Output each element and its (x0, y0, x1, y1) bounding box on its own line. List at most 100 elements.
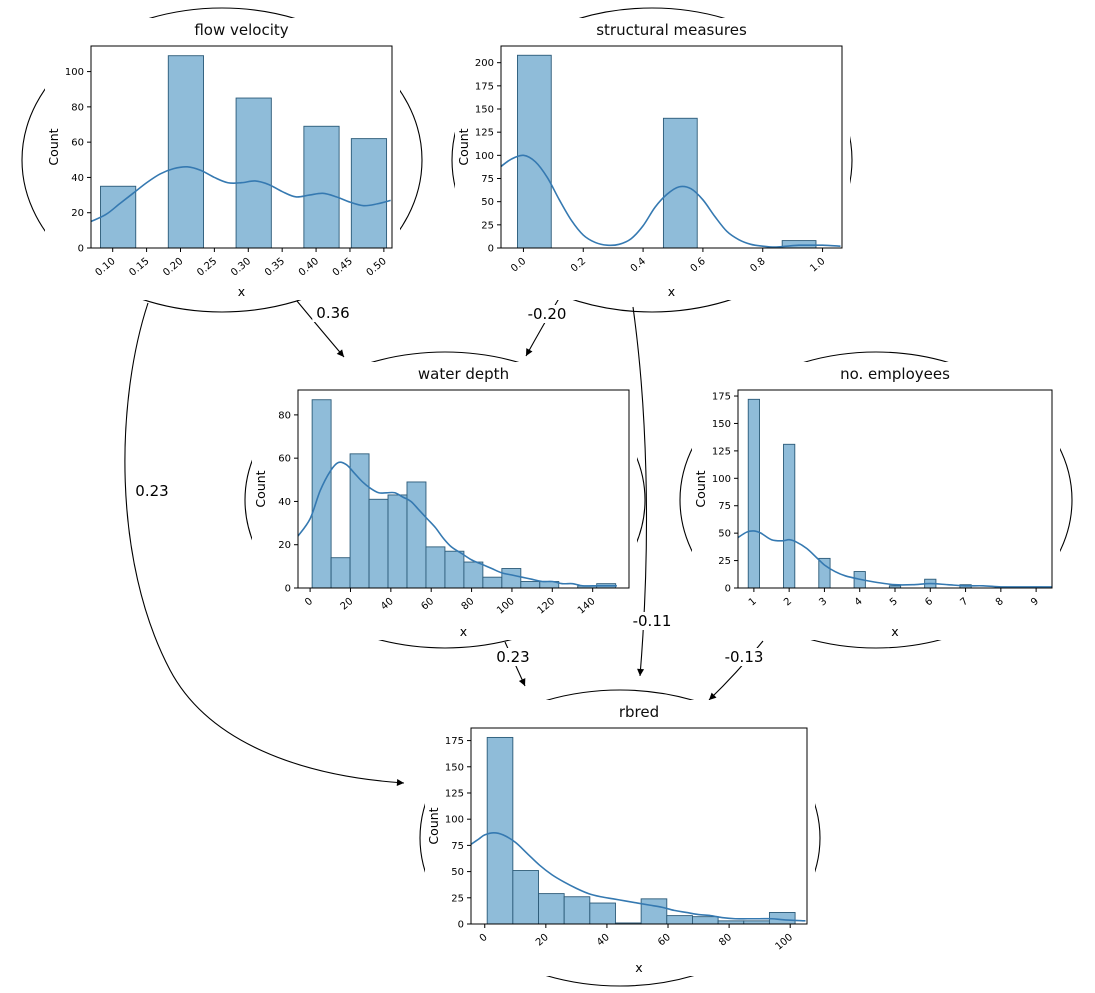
svg-text:100: 100 (475, 151, 494, 162)
svg-text:125: 125 (445, 788, 464, 799)
svg-text:0.25: 0.25 (195, 256, 219, 279)
svg-text:40: 40 (379, 596, 396, 613)
svg-text:120: 120 (536, 596, 558, 617)
svg-text:x: x (668, 284, 675, 299)
svg-text:140: 140 (576, 596, 598, 617)
node-flow-velocity: flow velocity 0.10 0.15 0.20 0.25 0.30 0.35 0.… (45, 18, 400, 300)
svg-text:0: 0 (303, 596, 315, 609)
svg-text:200: 200 (475, 58, 494, 69)
edge-structural-measures-to-water-depth (525, 294, 562, 357)
svg-text:4: 4 (853, 596, 865, 609)
svg-text:25: 25 (481, 220, 494, 231)
svg-text:25: 25 (718, 556, 731, 567)
histogram-no-employees: 1 2 3 4 5 6 7 8 9 0 25 50 75 100 125 150 175 x Count (693, 389, 1053, 639)
svg-text:20: 20 (339, 596, 356, 613)
svg-text:50: 50 (718, 529, 731, 540)
svg-text:80: 80 (460, 596, 477, 613)
svg-text:175: 175 (475, 81, 494, 92)
svg-text:0: 0 (458, 920, 464, 931)
svg-text:Count: Count (253, 470, 268, 507)
chart-title-no-employees: no. employees (840, 365, 950, 383)
svg-text:125: 125 (475, 128, 494, 139)
node-ellipse-no-employees (679, 351, 1073, 649)
svg-text:0: 0 (285, 584, 291, 595)
svg-text:2: 2 (782, 596, 794, 609)
svg-text:175: 175 (712, 392, 731, 403)
svg-text:0.10: 0.10 (93, 256, 117, 279)
svg-text:40: 40 (278, 497, 291, 508)
svg-text:0: 0 (725, 584, 731, 595)
svg-text:20: 20 (278, 540, 291, 551)
node-structural-measures: structural measures 0.0 0.2 0.4 0.6 0.8 1.0 0 2… (455, 18, 850, 300)
svg-text:150: 150 (712, 419, 731, 430)
edge-weight-water-depth-rbred: 0.23 (492, 648, 534, 666)
histogram-flow-velocity: 0.10 0.15 0.20 0.25 0.30 0.35 0.40 0.45 0.50 0 20 4… (46, 45, 393, 299)
svg-text:100: 100 (712, 474, 731, 485)
svg-text:0.50: 0.50 (365, 256, 389, 279)
svg-text:0.20: 0.20 (161, 256, 185, 279)
svg-text:100: 100 (65, 67, 84, 78)
svg-text:9: 9 (1029, 596, 1041, 609)
histogram-water-depth: 0 20 40 60 80 100 120 140 0 20 40 60 80 x Count (253, 389, 630, 639)
svg-text:0.45: 0.45 (331, 256, 355, 279)
svg-text:80: 80 (717, 932, 734, 949)
svg-text:x: x (238, 284, 245, 299)
svg-text:50: 50 (451, 867, 464, 878)
svg-text:150: 150 (445, 762, 464, 773)
svg-text:40: 40 (595, 932, 612, 949)
svg-text:0.35: 0.35 (263, 256, 287, 279)
svg-text:60: 60 (656, 932, 673, 949)
svg-text:100: 100 (445, 815, 464, 826)
svg-text:0.40: 0.40 (297, 256, 321, 279)
svg-text:x: x (891, 624, 898, 639)
svg-text:0.6: 0.6 (689, 256, 708, 275)
histogram-rbred: 0 20 40 60 80 100 0 25 50 75 100 125 150 175 x Count (426, 727, 808, 975)
svg-text:75: 75 (718, 501, 731, 512)
svg-text:0.8: 0.8 (748, 256, 767, 275)
svg-text:75: 75 (451, 841, 464, 852)
svg-text:Count: Count (426, 807, 441, 844)
svg-text:5: 5 (888, 596, 900, 609)
svg-text:0.2: 0.2 (569, 256, 588, 275)
svg-text:1.0: 1.0 (808, 256, 827, 275)
svg-text:0: 0 (488, 244, 494, 255)
edge-weight-structural-measures-rbred: -0.11 (628, 612, 676, 630)
chart-title-water-depth: water depth (417, 365, 510, 383)
svg-text:100: 100 (773, 932, 795, 953)
svg-text:50: 50 (481, 197, 494, 208)
node-ellipse-rbred (419, 689, 821, 987)
svg-text:0.4: 0.4 (629, 256, 648, 275)
svg-text:150: 150 (475, 105, 494, 116)
svg-text:1: 1 (747, 596, 759, 609)
edge-weight-structural-measures-water-depth: -0.20 (523, 305, 571, 323)
node-no-employees: no. employees 1 2 3 4 5 6 7 8 9 0 25 50 75 100 125 150 1… (692, 362, 1060, 640)
svg-text:40: 40 (71, 173, 84, 184)
svg-text:25: 25 (451, 893, 464, 904)
edge-flow-velocity-to-rbred (124, 302, 405, 787)
svg-text:0.0: 0.0 (509, 256, 528, 275)
chart-title-flow-velocity: flow velocity (194, 21, 289, 39)
edge-no-employees-to-rbred (708, 640, 764, 701)
svg-text:0.15: 0.15 (127, 256, 151, 279)
svg-text:80: 80 (278, 410, 291, 421)
svg-text:60: 60 (71, 138, 84, 149)
node-rbred: rbred 0 20 40 60 80 100 0 25 50 75 100 125 150 175 x Co… (425, 700, 815, 976)
svg-text:0.30: 0.30 (229, 256, 253, 279)
svg-text:7: 7 (959, 596, 971, 609)
svg-text:100: 100 (495, 596, 517, 617)
edge-weight-flow-velocity-water-depth: 0.36 (312, 304, 354, 322)
edge-weight-flow-velocity-rbred: 0.23 (131, 482, 173, 500)
edge-weight-no-employees-rbred: -0.13 (720, 648, 768, 666)
svg-text:60: 60 (419, 596, 436, 613)
histogram-structural-measures: 0.0 0.2 0.4 0.6 0.8 1.0 0 25 50 75 100 125 150 175 200… (456, 45, 843, 299)
svg-text:3: 3 (817, 596, 829, 609)
chart-title-rbred: rbred (618, 703, 660, 721)
svg-text:75: 75 (481, 174, 494, 185)
svg-text:125: 125 (712, 446, 731, 457)
node-ellipse-structural-measures (451, 7, 853, 313)
svg-text:20: 20 (534, 932, 551, 949)
chart-title-structural-measures: structural measures (596, 21, 747, 39)
svg-text:20: 20 (71, 208, 84, 219)
svg-text:x: x (635, 960, 642, 975)
